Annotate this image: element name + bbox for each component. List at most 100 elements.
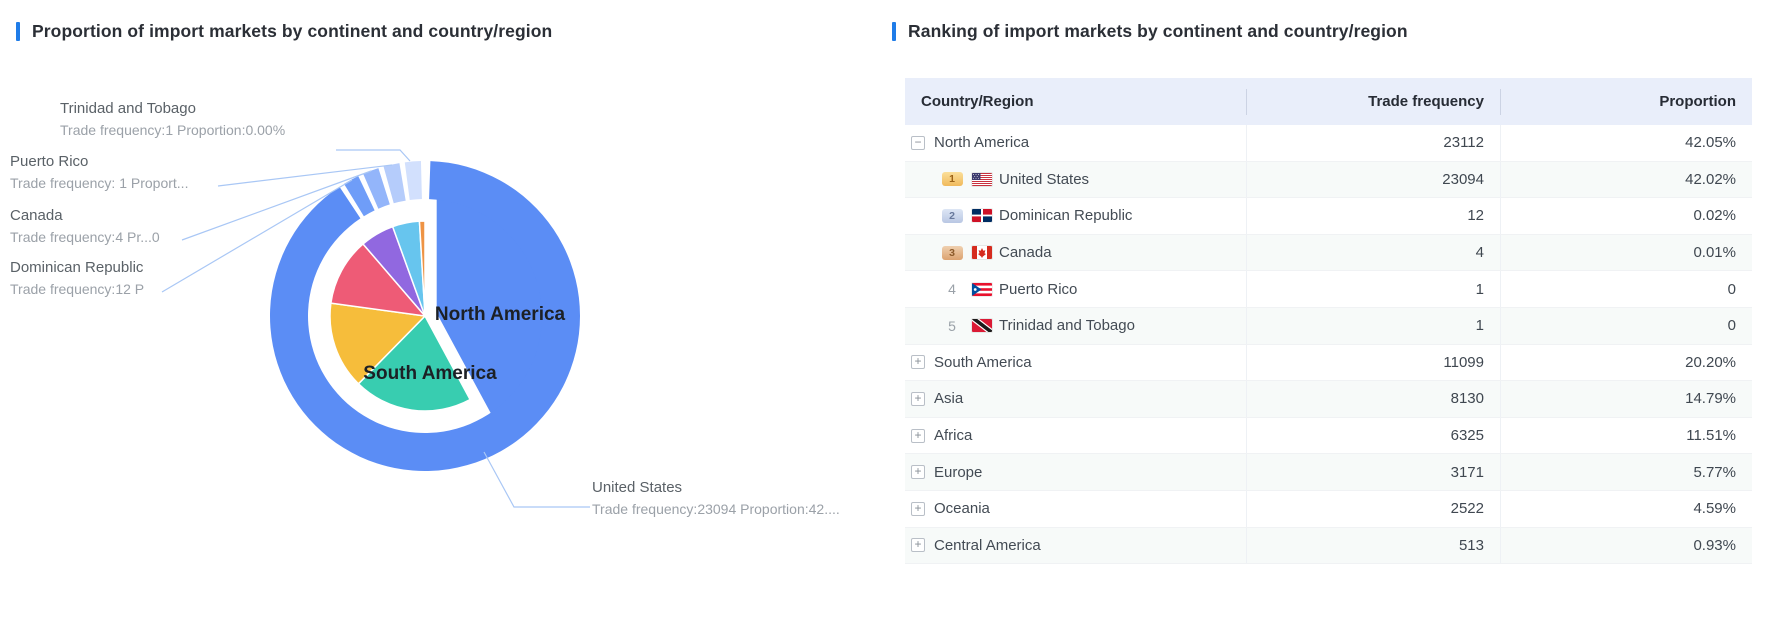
continent-name: Central America xyxy=(934,536,1041,554)
callout-dominican-republic: Dominican Republic Trade frequency:12 P xyxy=(10,259,144,298)
table-row[interactable]: + Oceania 2522 4.59% xyxy=(905,490,1752,528)
rank-number: 4 xyxy=(948,281,956,298)
continent-slice-asia[interactable] xyxy=(329,302,426,385)
expand-toggle-icon[interactable]: + xyxy=(911,501,925,516)
rank-2-medal-badge: 2 xyxy=(941,208,963,223)
continent-slice-central-america[interactable] xyxy=(418,220,426,317)
table-row[interactable]: + Asia 8130 14.79% xyxy=(905,381,1752,418)
table-row[interactable]: 4 Puerto Rico 1 0 xyxy=(905,271,1752,308)
continent-name: Oceania xyxy=(934,500,990,518)
rank-cell: 1 xyxy=(941,172,963,187)
country-region-cell: + South America xyxy=(905,345,1246,381)
right-panel-title-text: Ranking of import markets by continent a… xyxy=(908,20,1408,41)
country-region-cell: 5 Trinidad and Tobago xyxy=(905,308,1246,344)
expand-toggle-icon[interactable]: + xyxy=(911,428,925,443)
table-row[interactable]: − North America 23112 42.05% xyxy=(905,125,1752,162)
us-flag-icon xyxy=(972,172,992,186)
ca-flag-icon xyxy=(972,246,992,260)
ranking-table-body: − North America 23112 42.05% 1 United States 2… xyxy=(905,125,1752,565)
title-accent-bar xyxy=(16,21,20,41)
rank-1-medal-badge: 1 xyxy=(941,172,963,187)
country-region-cell: 4 Puerto Rico xyxy=(905,271,1246,307)
country-name: Trinidad and Tobago xyxy=(999,317,1135,335)
trade-frequency-cell: 1 xyxy=(1246,271,1500,307)
continent-name: Europe xyxy=(934,463,983,481)
col-header-proportion: Proportion xyxy=(1500,88,1752,115)
expand-toggle-icon[interactable]: + xyxy=(911,355,925,370)
callout-name: Trinidad and Tobago xyxy=(60,100,196,117)
rank-3-medal-badge: 3 xyxy=(941,245,963,260)
trade-frequency-cell: 2522 xyxy=(1246,490,1500,527)
table-row[interactable]: 1 United States 23094 42.02% xyxy=(905,161,1752,199)
callout-name: United States xyxy=(592,479,683,496)
table-row[interactable]: 5 Trinidad and Tobago 1 0 xyxy=(905,307,1752,345)
expand-toggle-icon[interactable]: + xyxy=(911,465,925,480)
proportion-cell: 4.59% xyxy=(1500,490,1752,527)
callout-puerto-rico: Puerto Rico Trade frequency: 1 Proport..… xyxy=(10,153,188,192)
country-region-cell: 3 Canada xyxy=(905,235,1246,271)
pr-flag-icon xyxy=(972,282,992,296)
proportion-cell: 14.79% xyxy=(1500,381,1752,417)
country-ring-segment-canada[interactable] xyxy=(363,168,390,209)
col-header-trade-frequency: Trade frequency xyxy=(1246,88,1500,115)
table-row[interactable]: + Africa 6325 11.51% xyxy=(905,417,1752,455)
country-name: Canada xyxy=(999,244,1052,262)
proportion-cell: 11.51% xyxy=(1500,417,1752,454)
callout-value: Trade frequency:4 Pr...0 xyxy=(10,229,160,245)
country-region-cell: + Africa xyxy=(905,418,1246,454)
label-leader-line xyxy=(483,451,590,508)
label-leader-line xyxy=(181,170,372,241)
country-name: Puerto Rico xyxy=(999,280,1078,298)
proportion-cell: 0 xyxy=(1500,271,1752,307)
trade-frequency-cell: 4 xyxy=(1246,234,1500,271)
trade-frequency-cell: 11099 xyxy=(1246,344,1500,381)
callout-name: Puerto Rico xyxy=(10,153,89,170)
callout-value: Trade frequency:12 P xyxy=(10,281,145,297)
callout-trinidad-and-tobago: Trinidad and Tobago Trade frequency:1 Pr… xyxy=(60,100,285,139)
rank-cell: 3 xyxy=(941,245,963,260)
callout-united-states: United States Trade frequency:23094 Prop… xyxy=(592,479,840,518)
callout-canada: Canada Trade frequency:4 Pr...0 xyxy=(10,207,160,246)
continent-slice-south-america[interactable] xyxy=(357,315,471,412)
callout-name: Dominican Republic xyxy=(10,259,144,276)
proportion-cell: 0.02% xyxy=(1500,198,1752,234)
continent-name: South America xyxy=(934,353,1032,371)
table-row[interactable]: + South America 11099 20.20% xyxy=(905,344,1752,382)
ranking-table: Country/Region Trade frequency Proportio… xyxy=(905,78,1752,565)
expand-toggle-icon[interactable]: + xyxy=(911,538,925,553)
proportion-cell: 0.93% xyxy=(1500,527,1752,564)
table-row[interactable]: 2 Dominican Republic 12 0.02% xyxy=(905,198,1752,235)
table-row[interactable]: + Central America 513 0.93% xyxy=(905,527,1752,565)
proportion-cell: 42.05% xyxy=(1500,125,1752,161)
callout-value: Trade frequency:1 Proportion:0.00% xyxy=(60,122,286,138)
country-region-cell: − North America xyxy=(905,125,1246,161)
expand-toggle-icon[interactable]: + xyxy=(911,391,925,406)
table-row[interactable]: 3 Canada 4 0.01% xyxy=(905,234,1752,272)
continent-name: North America xyxy=(934,134,1030,152)
trade-frequency-cell: 23094 xyxy=(1246,161,1500,198)
pie-chart-panel: Proportion of import markets by continen… xyxy=(0,0,840,624)
country-region-cell: 1 United States xyxy=(905,162,1246,198)
proportion-cell: 5.77% xyxy=(1500,454,1752,490)
pie-label-south-america: South America xyxy=(363,363,497,384)
table-row[interactable]: + Europe 3171 5.77% xyxy=(905,454,1752,491)
label-leader-line xyxy=(336,149,411,162)
do-flag-icon xyxy=(972,209,992,223)
trade-frequency-cell: 6325 xyxy=(1246,417,1500,454)
left-panel-title: Proportion of import markets by continen… xyxy=(16,20,552,42)
country-ring-segment-dominican-republic[interactable] xyxy=(344,176,375,217)
tt-flag-icon xyxy=(972,319,992,333)
trade-frequency-cell: 513 xyxy=(1246,527,1500,564)
donut-pie-chart: North America South America xyxy=(161,149,590,508)
callout-value: Trade frequency: 1 Proport... xyxy=(10,175,189,191)
continent-slice-africa[interactable] xyxy=(330,243,426,317)
pie-label-north-america: North America xyxy=(435,304,566,325)
trade-frequency-cell: 1 xyxy=(1246,307,1500,344)
country-ring-segment-trinidad-and-tobago[interactable] xyxy=(404,161,422,201)
country-region-cell: + Europe xyxy=(905,454,1246,490)
country-region-cell: + Oceania xyxy=(905,491,1246,527)
proportion-cell: 0.01% xyxy=(1500,234,1752,271)
collapse-toggle-icon[interactable]: − xyxy=(911,135,925,150)
country-ring-segment-puerto-rico[interactable] xyxy=(383,163,406,204)
left-panel-title-text: Proportion of import markets by continen… xyxy=(32,20,553,41)
